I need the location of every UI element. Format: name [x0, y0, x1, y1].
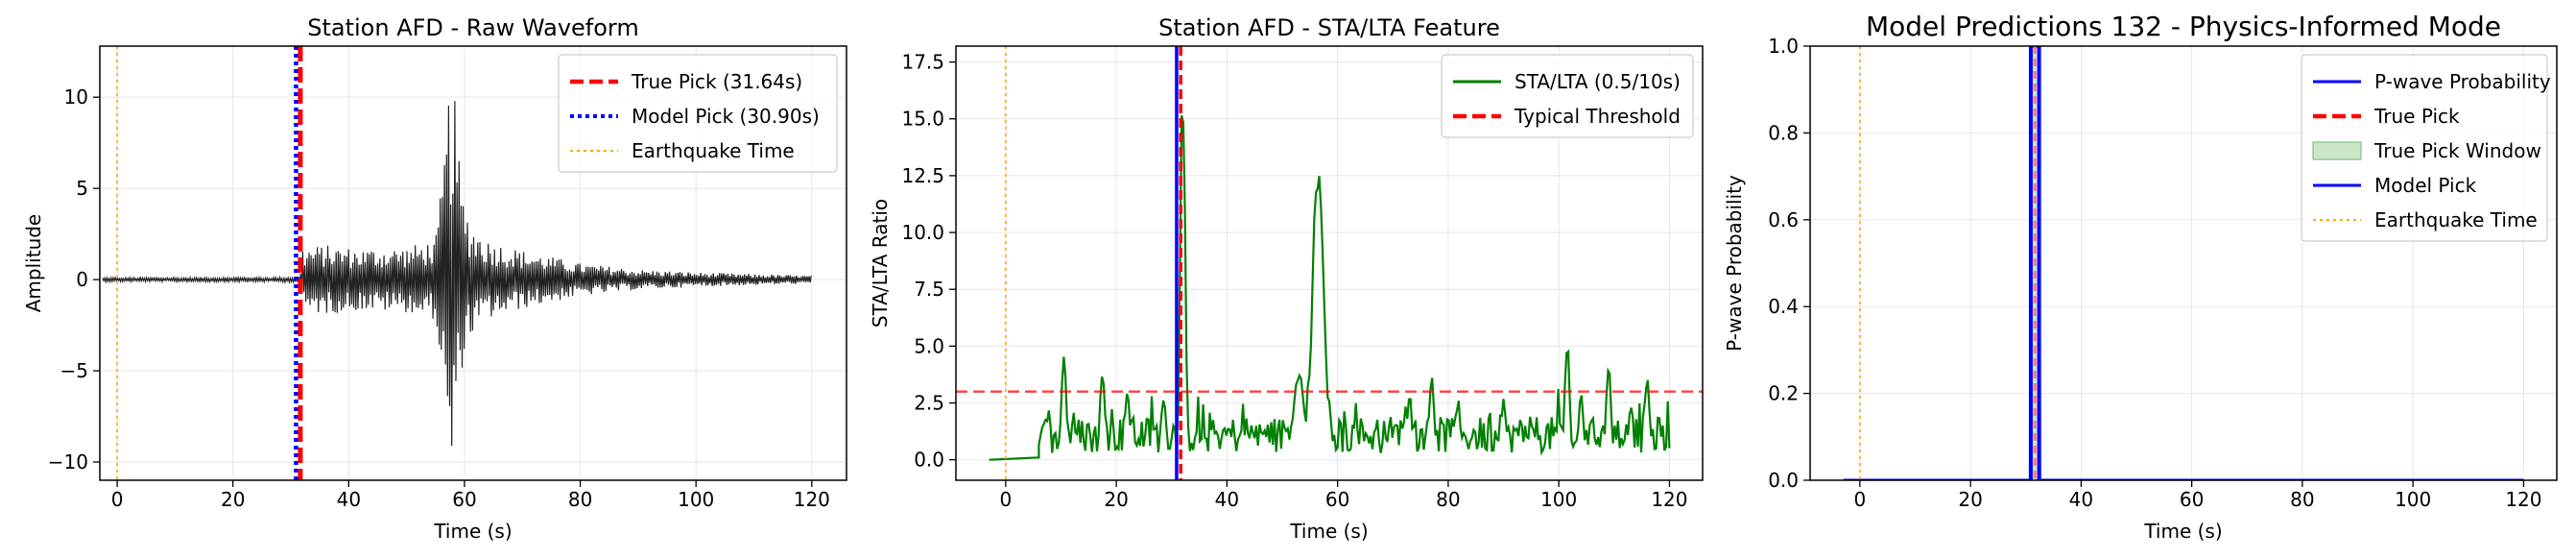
y-tick-label: 2.5 [914, 392, 944, 415]
x-tick-label: 0 [1853, 488, 1866, 511]
y-tick-label: 0.6 [1768, 208, 1799, 231]
legend-label: True Pick [2373, 105, 2460, 128]
y-axis-label: Amplitude [22, 214, 45, 313]
sta-lta-line [989, 115, 1671, 461]
plot-area [1843, 46, 2524, 480]
axes-frame [99, 45, 847, 481]
y-tick-label: −5 [60, 359, 88, 382]
x-tick-label: 20 [1958, 488, 1982, 511]
axes-frame [1809, 45, 2558, 481]
y-tick-label: 5.0 [914, 334, 944, 357]
x-tick-label: 60 [1325, 488, 1349, 511]
x-tick-label: 0 [111, 488, 124, 511]
y-tick-label: 0.4 [1768, 295, 1799, 318]
y-tick-label: 12.5 [901, 164, 944, 187]
y-tick-label: 7.5 [914, 278, 944, 301]
x-tick-label: 80 [568, 488, 592, 511]
legend-label: Earthquake Time [2374, 208, 2538, 231]
x-tick-label: 40 [2069, 488, 2093, 511]
chart-title: Station AFD - STA/LTA Feature [1158, 14, 1500, 41]
legend-swatch [2312, 141, 2362, 160]
legend: True Pick (31.64s) Model Pick (30.90s) Ear… [558, 54, 838, 173]
x-tick-label: 120 [794, 488, 830, 511]
waveform-line [102, 101, 812, 447]
x-tick-label: 120 [2505, 488, 2541, 511]
x-tick-label: 80 [1436, 488, 1460, 511]
y-tick-label: 0.0 [1768, 469, 1799, 492]
x-tick-label: 40 [337, 488, 361, 511]
x-tick-label: 120 [1651, 488, 1687, 511]
y-tick-label: −10 [48, 450, 88, 474]
y-tick-label: 17.5 [901, 51, 944, 74]
y-tick-label: 5 [76, 177, 88, 200]
x-tick-label: 80 [2290, 488, 2314, 511]
y-axis-label: P-wave Probability [1723, 175, 1746, 352]
x-tick-label: 100 [1540, 488, 1577, 511]
legend-label: True Pick (31.64s) [631, 70, 802, 93]
y-tick-label: 0 [76, 268, 88, 291]
legend-label: True Pick Window [2373, 139, 2541, 162]
legend-box [1441, 54, 1694, 138]
x-tick-label: 100 [678, 488, 714, 511]
chart-2: 0 20 40 60 80 100 120 0.0 2.5 5.0 7.5 10.0 12.5 15.0 1… [869, 14, 1704, 543]
y-tick-label: 0.2 [1768, 382, 1799, 405]
y-tick-label: 10 [64, 85, 88, 109]
y-tick-label: 10.0 [901, 221, 944, 244]
x-axis-label: Time (s) [433, 520, 512, 543]
y-tick-label: 1.0 [1768, 35, 1799, 58]
legend-label: Earthquake Time [632, 139, 795, 162]
plot-area [102, 46, 812, 480]
x-tick-label: 60 [2180, 488, 2204, 511]
chart-title: Station AFD - Raw Waveform [307, 14, 639, 41]
y-tick-label: 0.0 [914, 449, 944, 472]
x-tick-label: 100 [2395, 488, 2431, 511]
x-tick-label: 0 [999, 488, 1012, 511]
legend-label: P-wave Probability [2374, 70, 2551, 93]
axes-frame [955, 45, 1704, 481]
x-tick-label: 60 [452, 488, 476, 511]
legend-label: STA/LTA (0.5/10s) [1515, 70, 1681, 93]
x-tick-label: 20 [221, 488, 245, 511]
x-tick-label: 40 [1215, 488, 1239, 511]
legend-label: Model Pick [2374, 174, 2477, 197]
y-tick-label: 0.8 [1768, 121, 1799, 144]
legend: P-wave Probability True Pick True Pick Win… [2301, 54, 2551, 242]
plot-area [956, 46, 1703, 480]
legend-box [558, 54, 838, 173]
chart-title: Model Predictions 132 - Physics-Informed… [1866, 11, 2501, 42]
legend-box [2301, 54, 2548, 242]
x-axis-label: Time (s) [2143, 520, 2222, 543]
legend-label: Model Pick (30.90s) [632, 105, 820, 128]
x-tick-label: 20 [1104, 488, 1128, 511]
y-tick-label: 15.0 [901, 108, 944, 131]
chart-3: 0 20 40 60 80 100 120 0.0 0.2 0.4 0.6 0.8 1.0 Time (s… [1723, 11, 2558, 543]
y-axis-label: STA/LTA Ratio [869, 199, 892, 328]
x-axis-label: Time (s) [1289, 520, 1368, 543]
chart-1: 0 20 40 60 80 100 120 −10 −5 0 5 10 Time (s) Amplitud… [22, 14, 847, 543]
legend-label: Typical Threshold [1514, 105, 1681, 128]
legend: STA/LTA (0.5/10s) Typical Threshold [1441, 54, 1694, 138]
